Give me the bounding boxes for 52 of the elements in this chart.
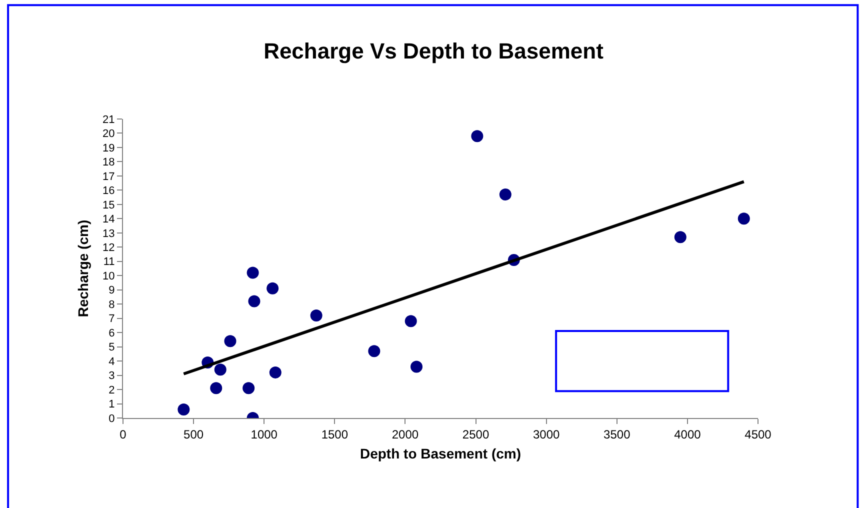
y-tick-label: 12	[102, 242, 115, 254]
point	[310, 309, 322, 322]
y-tick-label: 20	[102, 128, 115, 140]
y-tick-label: 8	[108, 298, 115, 311]
point	[738, 212, 750, 225]
point	[269, 366, 282, 378]
y-tick-label: 16	[102, 185, 115, 198]
y-tick-label: 1	[108, 398, 115, 411]
y-tick-label: 6	[108, 327, 115, 340]
point	[368, 345, 380, 358]
x-tick-label: 500	[184, 427, 204, 442]
point	[404, 315, 417, 328]
point	[242, 382, 255, 394]
point	[178, 403, 190, 416]
point	[674, 231, 686, 244]
x-tick-label: 3500	[604, 427, 631, 442]
point	[266, 282, 279, 294]
y-tick-label: 17	[102, 170, 115, 183]
x-tick-label: 3000	[532, 427, 560, 442]
y-tick-label: 4	[108, 356, 115, 368]
point	[248, 295, 260, 308]
point	[499, 188, 512, 200]
y-tick-label: 0	[108, 412, 115, 425]
y-tick-label: 5	[108, 342, 115, 354]
x-tick-label: 2000	[392, 427, 419, 442]
y-tick-label: 7	[108, 313, 115, 326]
y-axis-title: Recharge (cm)	[75, 220, 92, 318]
y-tick-label: 9	[108, 284, 115, 297]
x-tick-label: 4000	[674, 427, 702, 442]
y-tick-label: 14	[102, 214, 115, 226]
x-tick-label: 2500	[462, 427, 490, 442]
x-tick-label: 1500	[321, 427, 348, 442]
point	[210, 382, 222, 394]
y-tick-label: 10	[102, 270, 115, 282]
chart-title: Recharge Vs Depth to Basement	[264, 38, 604, 64]
point	[471, 130, 484, 142]
x-tick-label: 4500	[744, 427, 772, 442]
y-tick-label: 2	[108, 384, 115, 396]
y-tick-label: 18	[102, 156, 115, 169]
y-tick-label: 15	[102, 199, 115, 212]
y-tick-label: 13	[102, 228, 115, 240]
x-axis-title: Depth to Basement (cm)	[360, 446, 522, 462]
y-tick-label: 19	[102, 142, 115, 154]
y-tick-label: 3	[108, 370, 115, 382]
x-tick-label: 1000	[250, 427, 278, 442]
point	[246, 266, 259, 279]
point	[214, 364, 226, 376]
point	[224, 335, 236, 348]
y-tick-label: 11	[103, 256, 115, 268]
point	[410, 360, 423, 373]
x-tick-label: 0	[120, 427, 127, 442]
y-tick-label: 21	[102, 114, 115, 126]
